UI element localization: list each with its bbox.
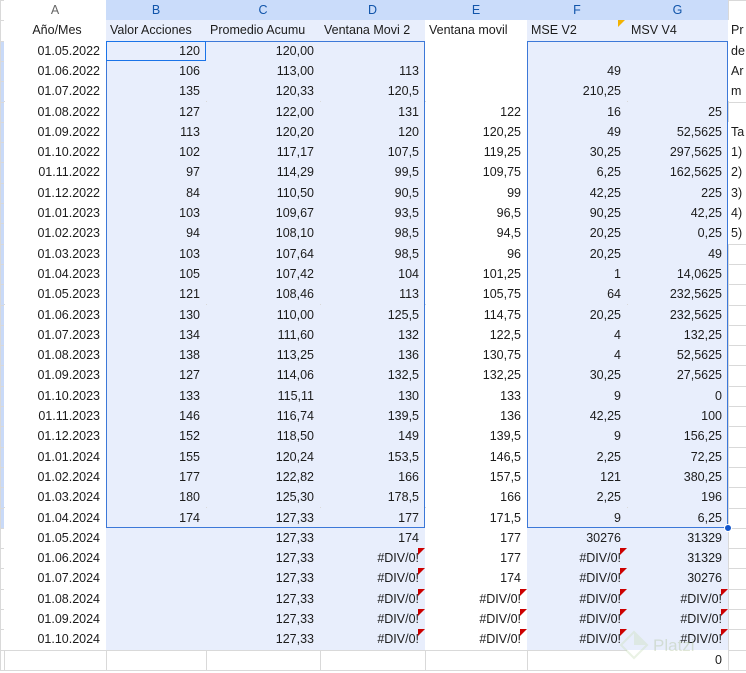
svg-text:Platzi: Platzi — [653, 636, 695, 655]
